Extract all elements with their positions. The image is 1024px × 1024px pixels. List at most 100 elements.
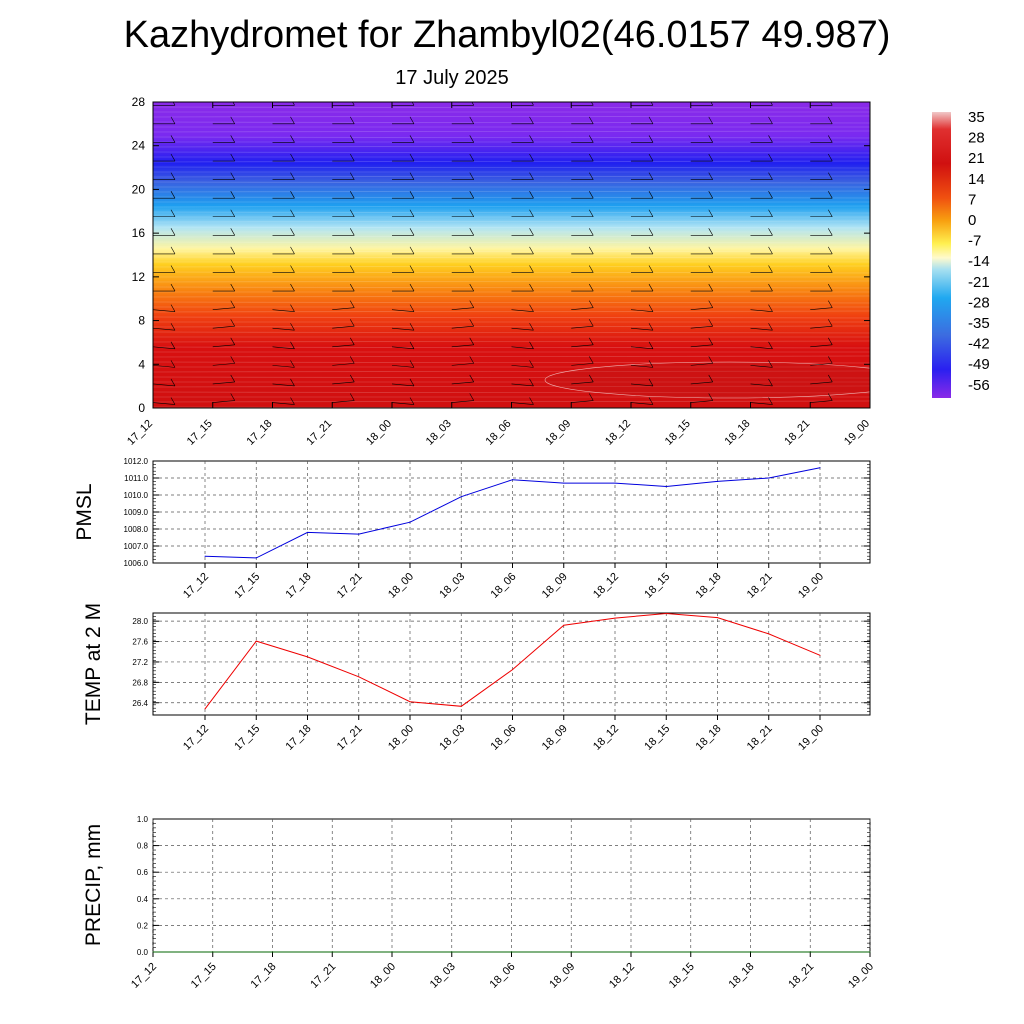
contour-line xyxy=(153,115,870,118)
wind-barb-feather xyxy=(827,300,833,308)
contour-line xyxy=(153,355,870,358)
data-point xyxy=(570,951,572,953)
wind-barb xyxy=(810,381,833,385)
wind-barb-feather xyxy=(170,153,176,162)
wind-barb-feather xyxy=(290,172,295,180)
wind-barb-feather xyxy=(349,153,355,162)
wind-barb-feather xyxy=(290,246,295,255)
wind-barb-feather xyxy=(349,319,355,327)
data-point xyxy=(307,531,308,533)
wind-barb-feather xyxy=(768,246,773,255)
x-tick-label: 17_12 xyxy=(181,723,211,753)
colorbar-gradient xyxy=(932,112,951,398)
wind-barb-feather xyxy=(170,209,176,217)
x-tick-label: 17_15 xyxy=(189,961,219,991)
wind-barb-feather xyxy=(409,135,415,143)
contour-line xyxy=(153,376,870,379)
wind-barb xyxy=(869,346,870,348)
wind-barb-feather xyxy=(411,102,415,106)
wind-barb-feather xyxy=(888,154,892,161)
wind-barb-feather xyxy=(469,228,475,236)
wind-barb xyxy=(332,307,355,310)
wind-barb-feather xyxy=(232,102,236,106)
x-tick-label: 18_06 xyxy=(489,571,519,601)
wind-barb-feather xyxy=(648,116,654,125)
x-tick-label: 17_18 xyxy=(284,723,314,753)
y-tick-label: 4 xyxy=(138,357,145,371)
data-point xyxy=(511,951,512,953)
wind-barb xyxy=(272,402,295,405)
wind-barb-feather xyxy=(588,374,594,383)
y-tick-label: 8 xyxy=(138,314,145,328)
wind-barb-feather xyxy=(529,341,534,349)
contour-line xyxy=(153,331,870,334)
wind-barb-feather xyxy=(170,116,176,125)
wind-barb xyxy=(571,400,594,403)
data-point xyxy=(255,640,257,642)
x-tick-label: 18_06 xyxy=(489,723,519,753)
x-tick-label: 18_09 xyxy=(547,961,577,991)
wind-barb-feather xyxy=(469,337,475,345)
wind-barb-feather xyxy=(230,172,236,180)
wind-barb-feather xyxy=(827,246,833,255)
wind-barb-feather xyxy=(529,378,534,387)
pmsl-panel: 17_12 17_15 17_18 17_21 18_00 18_03 18_06 18_09… xyxy=(73,457,871,601)
wind-barb-feather xyxy=(708,153,714,162)
wind-barb xyxy=(690,325,713,329)
contour-line xyxy=(153,151,870,154)
contour-line xyxy=(153,241,870,244)
wind-barb-feather xyxy=(827,116,833,125)
data-point xyxy=(563,482,565,484)
wind-barb-feather xyxy=(768,172,773,180)
wind-barb-feather xyxy=(768,341,773,349)
wind-barb-feather xyxy=(290,378,295,387)
wind-barb xyxy=(332,363,355,366)
y-tick-label: 0.4 xyxy=(137,895,149,904)
contour-line xyxy=(153,286,870,289)
wind-barb-feather xyxy=(170,304,176,312)
colorbar-label: 0 xyxy=(968,212,976,229)
wind-barb-feather xyxy=(170,323,176,331)
wind-barb-feather xyxy=(409,191,415,199)
y-tick-label: 1012.0 xyxy=(124,457,149,466)
x-tick-label: 17_21 xyxy=(308,961,338,991)
wind-barb-feather xyxy=(409,246,415,255)
wind-barb-feather xyxy=(349,209,355,217)
contour-line xyxy=(153,265,870,268)
wind-barb-feather xyxy=(290,191,295,199)
wind-barb-feather xyxy=(230,135,236,143)
wind-barb-feather xyxy=(409,360,415,368)
wind-barb-feather xyxy=(230,356,236,364)
x-tick-label: 19_00 xyxy=(796,571,826,601)
wind-barb-feather xyxy=(648,191,654,199)
wind-barb-feather xyxy=(708,319,714,327)
wind-barb-feather xyxy=(292,102,295,106)
contour-line xyxy=(153,220,870,223)
wind-barb xyxy=(272,365,295,368)
wind-barb-feather xyxy=(469,135,475,143)
wind-barb xyxy=(511,402,534,405)
x-tick-label: 18_00 xyxy=(364,418,394,448)
wind-barb xyxy=(212,400,235,403)
colorbar-label: -7 xyxy=(968,233,981,250)
wind-barb-feather xyxy=(648,323,654,331)
wind-barb-feather xyxy=(588,393,594,401)
wind-barb xyxy=(153,346,176,350)
wind-barb-feather xyxy=(290,341,295,349)
wind-barb-feather xyxy=(529,135,534,143)
contour-line xyxy=(153,295,870,298)
wind-barb xyxy=(511,365,534,368)
contour-line xyxy=(153,370,870,373)
wind-barb-feather xyxy=(888,284,892,291)
wind-barb-feather xyxy=(888,360,892,367)
y-tick-label: 28.0 xyxy=(132,617,148,626)
wind-barb-feather xyxy=(230,228,236,236)
contour-line xyxy=(153,145,870,148)
heatmap-panel: 0 4 8 12 16 20 24 28 17_12 17_15 17_18 17_21 18_00 18… xyxy=(125,95,892,448)
wind-barb-feather xyxy=(529,397,534,405)
wind-barb xyxy=(391,402,415,405)
x-tick-label: 17_12 xyxy=(129,961,159,991)
wind-barb-feather xyxy=(469,209,475,217)
wind-barb-feather xyxy=(888,135,892,142)
